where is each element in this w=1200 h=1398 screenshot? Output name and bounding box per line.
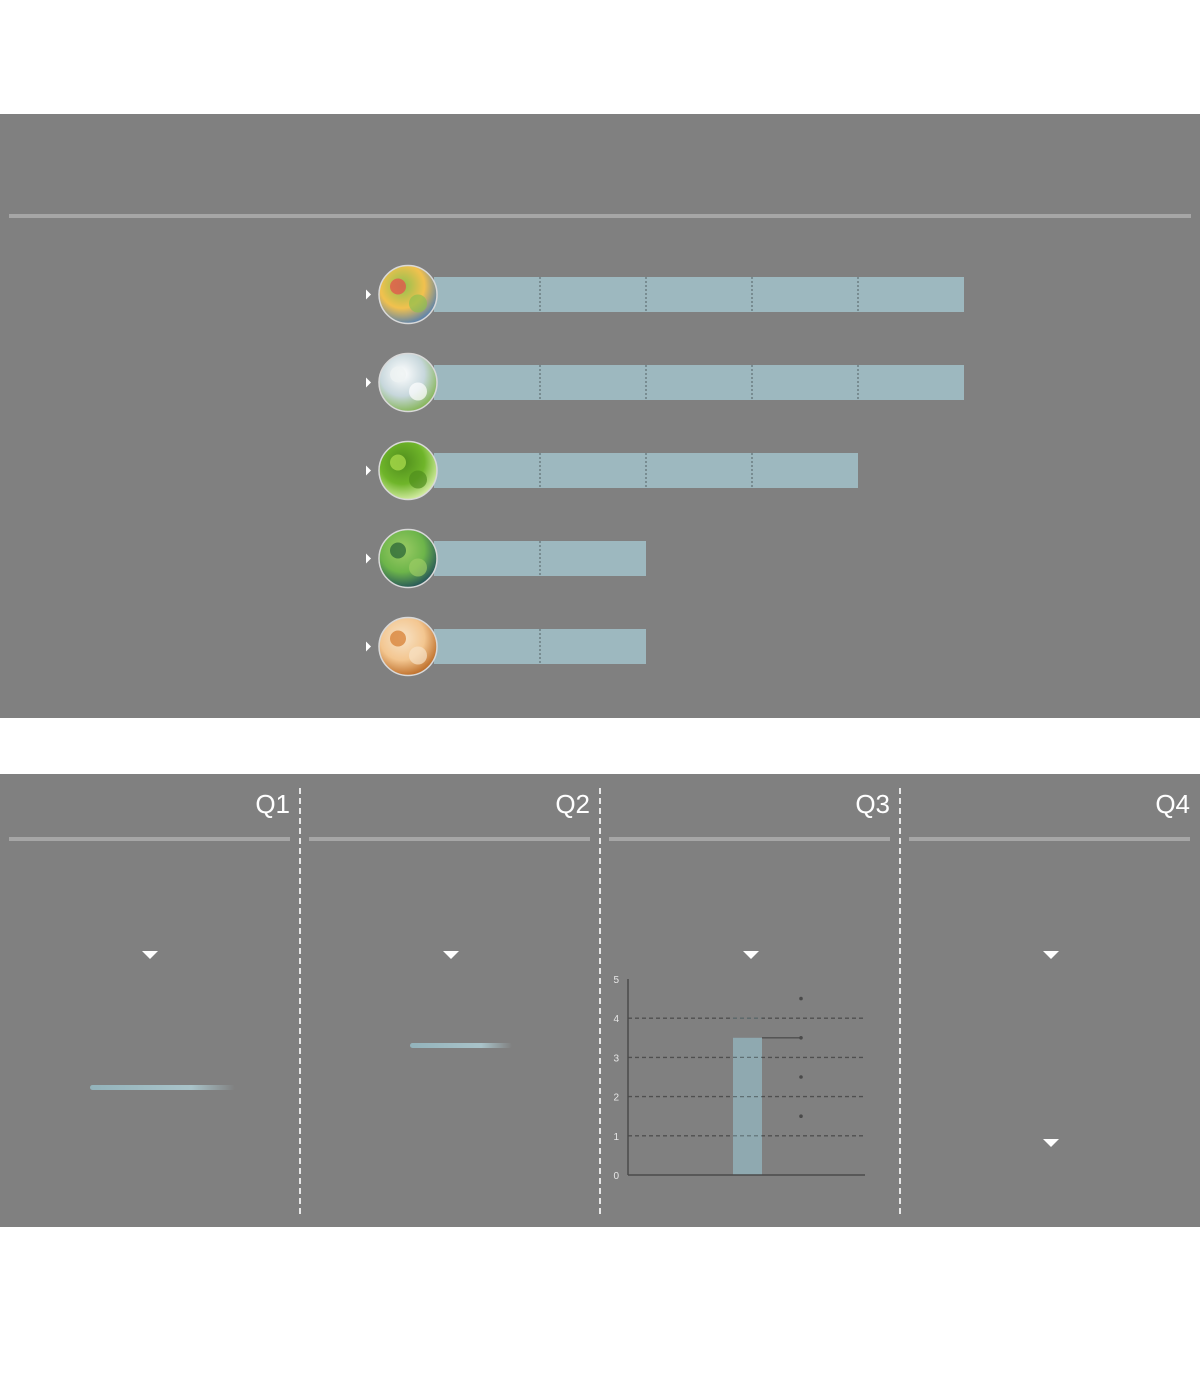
quarter-rule-q2: [309, 837, 590, 841]
caret-down-icon[interactable]: [142, 951, 158, 959]
pointer-triangle-icon: [366, 553, 371, 564]
pointer-triangle-icon: [366, 641, 371, 652]
quarter-label-q2: Q2: [555, 789, 590, 819]
marker-dot: [799, 996, 803, 1001]
y-tick-label: 3: [613, 1053, 619, 1064]
fruit-salad-icon: [378, 264, 438, 325]
marker-dot: [799, 1114, 803, 1118]
green-leaf-icon: [378, 528, 438, 589]
quarter-rule-q3: [609, 837, 890, 841]
quarter-q1: Q1: [0, 774, 300, 1227]
y-tick-label: 2: [613, 1093, 619, 1104]
top-divider-rule: [9, 214, 1191, 218]
y-tick-label: 1: [613, 1132, 619, 1143]
quarter-q2: Q2: [300, 774, 600, 1227]
horizontal-bar-chart: [366, 264, 964, 677]
lime-water-icon: [378, 352, 438, 413]
q3-bar: [733, 1037, 762, 1175]
q3-bar-chart: 0 1 2 3 4 5: [613, 975, 865, 1182]
quarter-rule-q1: [9, 837, 290, 841]
y-tick-label: 0: [613, 1171, 619, 1182]
quarter-rule-q4: [909, 837, 1190, 841]
y-tick-label: 5: [613, 975, 619, 986]
brush-stroke-q1: [90, 1085, 235, 1090]
pointer-triangle-icon: [366, 377, 371, 388]
quarter-label-q1: Q1: [255, 789, 290, 819]
caret-down-icon[interactable]: [443, 951, 459, 959]
caret-down-icon[interactable]: [743, 951, 759, 959]
caret-down-icon[interactable]: [1043, 1139, 1059, 1147]
quarter-q4: Q4: [900, 774, 1200, 1227]
quarter-label-q3: Q3: [855, 789, 890, 819]
y-tick-label: 4: [613, 1014, 619, 1025]
bar-lime-water-image: [434, 365, 964, 400]
quarter-divider: [599, 788, 601, 1214]
quarter-q3: Q3 0 1 2 3 4 5: [600, 774, 900, 1227]
honey-jar-icon: [378, 616, 438, 677]
quarter-divider: [899, 788, 901, 1214]
cucumber-slice-icon: [378, 440, 438, 501]
caret-down-icon[interactable]: [1043, 951, 1059, 959]
marker-dot: [799, 1036, 803, 1040]
brush-stroke-q2: [410, 1043, 512, 1048]
quarters-panel: Q1 Q2 Q3 0 1 2 3 4 5 Q4: [0, 774, 1200, 1227]
quarter-divider: [299, 788, 301, 1214]
pointer-triangle-icon: [366, 465, 371, 476]
pointer-triangle-icon: [366, 289, 371, 300]
quarter-label-q4: Q4: [1155, 789, 1190, 819]
marker-dot: [799, 1075, 803, 1079]
bar-fruit-salad-image: [434, 277, 964, 312]
top-chart-panel: [0, 114, 1200, 718]
